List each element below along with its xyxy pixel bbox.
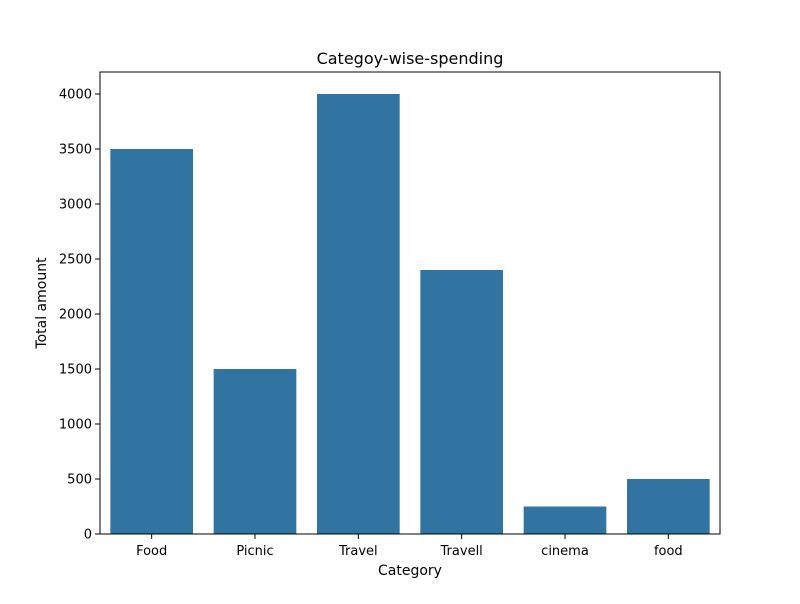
- x-tick-label-4: cinema: [541, 544, 589, 559]
- y-tick-label-7: 3500: [59, 143, 92, 158]
- y-tick-label-4: 2000: [59, 308, 92, 323]
- bar-3: [420, 270, 503, 534]
- plot-area: 0 500 1000 1500 2000 2500 3000 3500 4000 Food Picn…: [59, 71, 721, 559]
- x-axis-label: Category: [378, 563, 442, 579]
- bar-1: [213, 369, 297, 534]
- y-axis-label: Total amount: [34, 257, 50, 350]
- x-tick-label-0: Food: [136, 544, 167, 559]
- x-tick-label-5: food: [654, 544, 683, 559]
- chart-title: Categoy-wise-spending: [317, 49, 504, 68]
- bar-2: [317, 94, 400, 534]
- bar-5: [627, 479, 710, 534]
- y-tick-label-0: 0: [84, 528, 92, 543]
- x-tick-label-2: Travel: [338, 544, 378, 559]
- x-tick-label-1: Picnic: [236, 544, 273, 559]
- y-tick-label-5: 2500: [59, 253, 92, 268]
- y-tick-label-3: 1500: [59, 363, 92, 378]
- y-tick-label-1: 500: [67, 473, 92, 488]
- bar-4: [523, 506, 607, 534]
- plot-frame: [99, 71, 721, 535]
- y-tick-label-2: 1000: [59, 418, 92, 433]
- y-tick-label-8: 4000: [59, 88, 92, 103]
- y-tick-label-6: 3000: [59, 198, 92, 213]
- x-tick-label-3: Travell: [440, 544, 483, 559]
- bar-0: [110, 149, 193, 534]
